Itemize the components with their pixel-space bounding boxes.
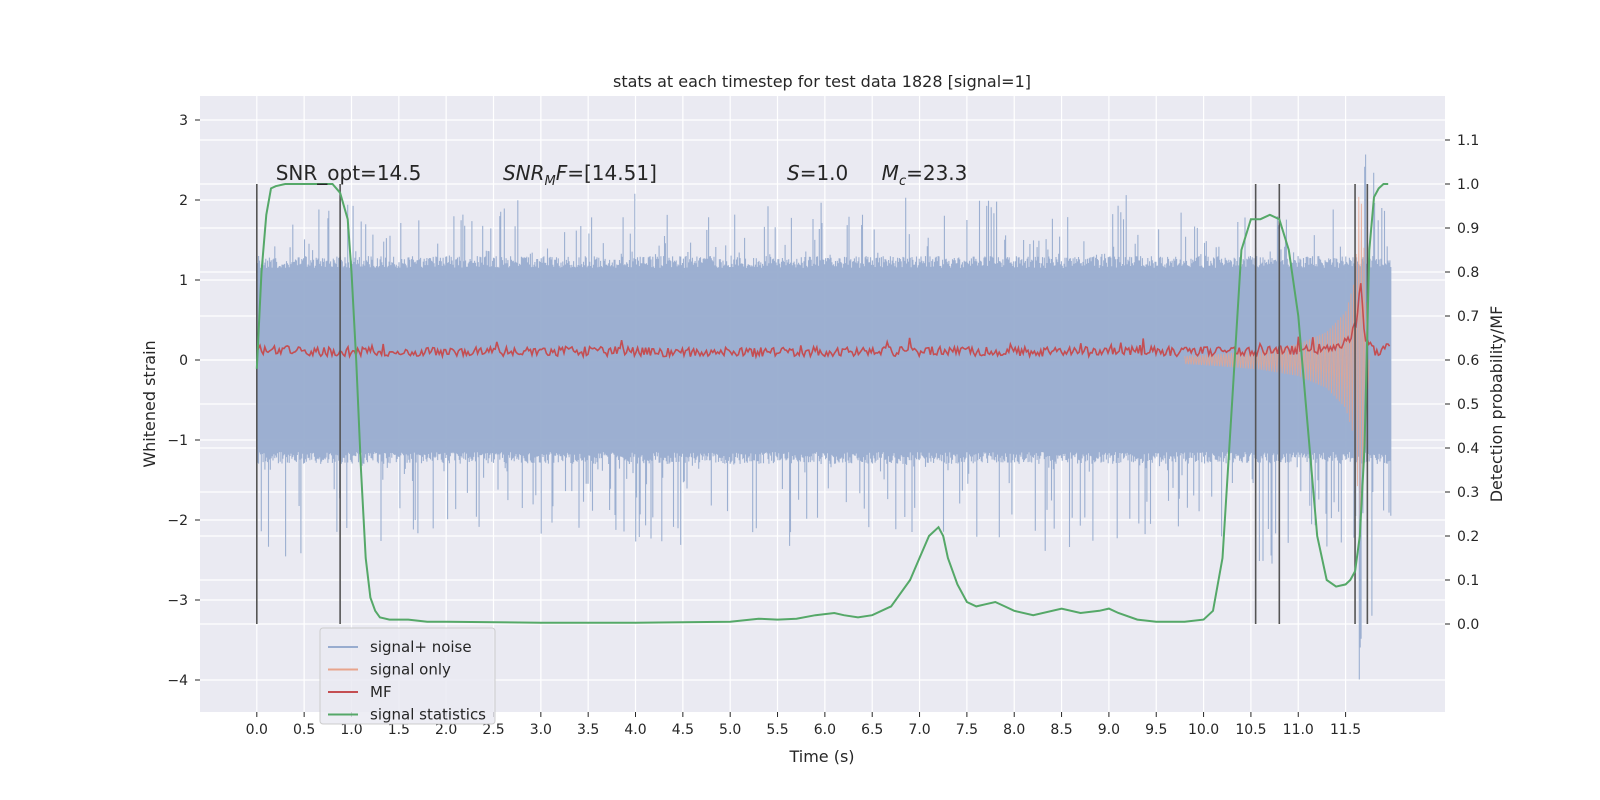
x-tick-label: 5.0 <box>719 722 741 738</box>
y-axis-right: 1.1 1.0 0.9 0.8 0.7 0.6 0.5 0.4 0.3 0.2 0.1 0.0 <box>1445 133 1479 633</box>
x-tick-label: 9.0 <box>1098 722 1120 738</box>
legend-label: signal+ noise <box>370 638 472 656</box>
y2-tick-label: 0.6 <box>1457 353 1479 369</box>
annotation-text: SNR_opt=14.5 <box>276 161 422 185</box>
x-tick-label: 0.0 <box>246 722 268 738</box>
x-tick-label: 8.5 <box>1050 722 1072 738</box>
y2-tick-label: 0.5 <box>1457 397 1479 413</box>
y2-tick-label: 0.9 <box>1457 221 1479 237</box>
vertical-markers <box>256 184 1369 624</box>
annotations: SNR_opt=14.5 SNRMF=[14.51] S=1.0 Mc=23.3 <box>276 161 968 189</box>
chart-title: stats at each timestep for test data 182… <box>613 72 1031 91</box>
y-tick-label: 3 <box>179 113 188 129</box>
y-tick-label: −4 <box>167 673 188 689</box>
y-tick-label: 2 <box>179 193 188 209</box>
y2-tick-label: 0.8 <box>1457 265 1479 281</box>
y-tick-label: −1 <box>167 433 188 449</box>
y-tick-label: 0 <box>179 353 188 369</box>
y2-axis-label: Detection probability/MF <box>1487 306 1506 503</box>
y-tick-label: −3 <box>167 593 188 609</box>
legend-label: signal only <box>370 661 451 679</box>
x-tick-label: 9.5 <box>1145 722 1167 738</box>
legend-label: MF <box>370 683 392 701</box>
signal-only-series <box>1184 196 1370 524</box>
legend: signal+ noise signal only MF signal statist… <box>319 627 496 725</box>
x-tick-label: 10.0 <box>1188 722 1219 738</box>
x-axis: 0.0 0.5 1.0 1.5 2.0 2.5 3.0 3.5 4.0 4.5 5.0 5.5 6.0 6… <box>246 712 1361 738</box>
y-tick-label: 1 <box>179 273 188 289</box>
y-axis-left: 3 2 1 0 −1 −2 −3 −4 <box>167 113 200 689</box>
y2-tick-label: 1.1 <box>1457 133 1479 149</box>
x-tick-label: 10.5 <box>1235 722 1266 738</box>
annotation-text: SNRMF=[14.51] <box>503 161 657 189</box>
y2-tick-label: 0.2 <box>1457 529 1479 545</box>
x-tick-label: 3.0 <box>530 722 552 738</box>
y2-tick-label: 1.0 <box>1457 177 1479 193</box>
x-tick-label: 6.0 <box>814 722 836 738</box>
x-tick-label: 6.5 <box>861 722 883 738</box>
x-tick-label: 4.5 <box>672 722 694 738</box>
x-tick-label: 2.0 <box>435 722 457 738</box>
legend-label: signal statistics <box>370 706 486 724</box>
x-tick-label: 1.0 <box>340 722 362 738</box>
signal-statistics-series <box>255 183 1389 624</box>
x-tick-label: 7.0 <box>908 722 930 738</box>
x-tick-label: 5.5 <box>766 722 788 738</box>
signal-statistics-trace <box>255 183 1389 624</box>
x-tick-label: 0.5 <box>293 722 315 738</box>
x-tick-label: 1.5 <box>388 722 410 738</box>
x-axis-label: Time (s) <box>788 747 854 766</box>
x-tick-label: 2.5 <box>482 722 504 738</box>
x-tick-label: 3.5 <box>577 722 599 738</box>
y-axis-label: Whitened strain <box>140 340 159 467</box>
y2-tick-label: 0.1 <box>1457 573 1479 589</box>
x-tick-label: 4.0 <box>624 722 646 738</box>
x-tick-label: 8.0 <box>1003 722 1025 738</box>
annotation-text: S=1.0 <box>787 161 848 185</box>
legend-box <box>319 627 496 725</box>
y-tick-label: −2 <box>167 513 188 529</box>
x-tick-label: 11.0 <box>1283 722 1314 738</box>
mf-trace <box>256 283 1391 360</box>
x-tick-label: 7.5 <box>956 722 978 738</box>
y2-tick-label: 0.7 <box>1457 309 1479 325</box>
mf-series <box>256 283 1391 360</box>
annotation-text: Mc=23.3 <box>882 161 968 189</box>
y2-tick-label: 0.4 <box>1457 441 1479 457</box>
signal-only-trace <box>1184 196 1370 524</box>
y2-tick-label: 0.3 <box>1457 485 1479 501</box>
y2-tick-label: 0.0 <box>1457 617 1479 633</box>
x-tick-label: 11.5 <box>1330 722 1361 738</box>
